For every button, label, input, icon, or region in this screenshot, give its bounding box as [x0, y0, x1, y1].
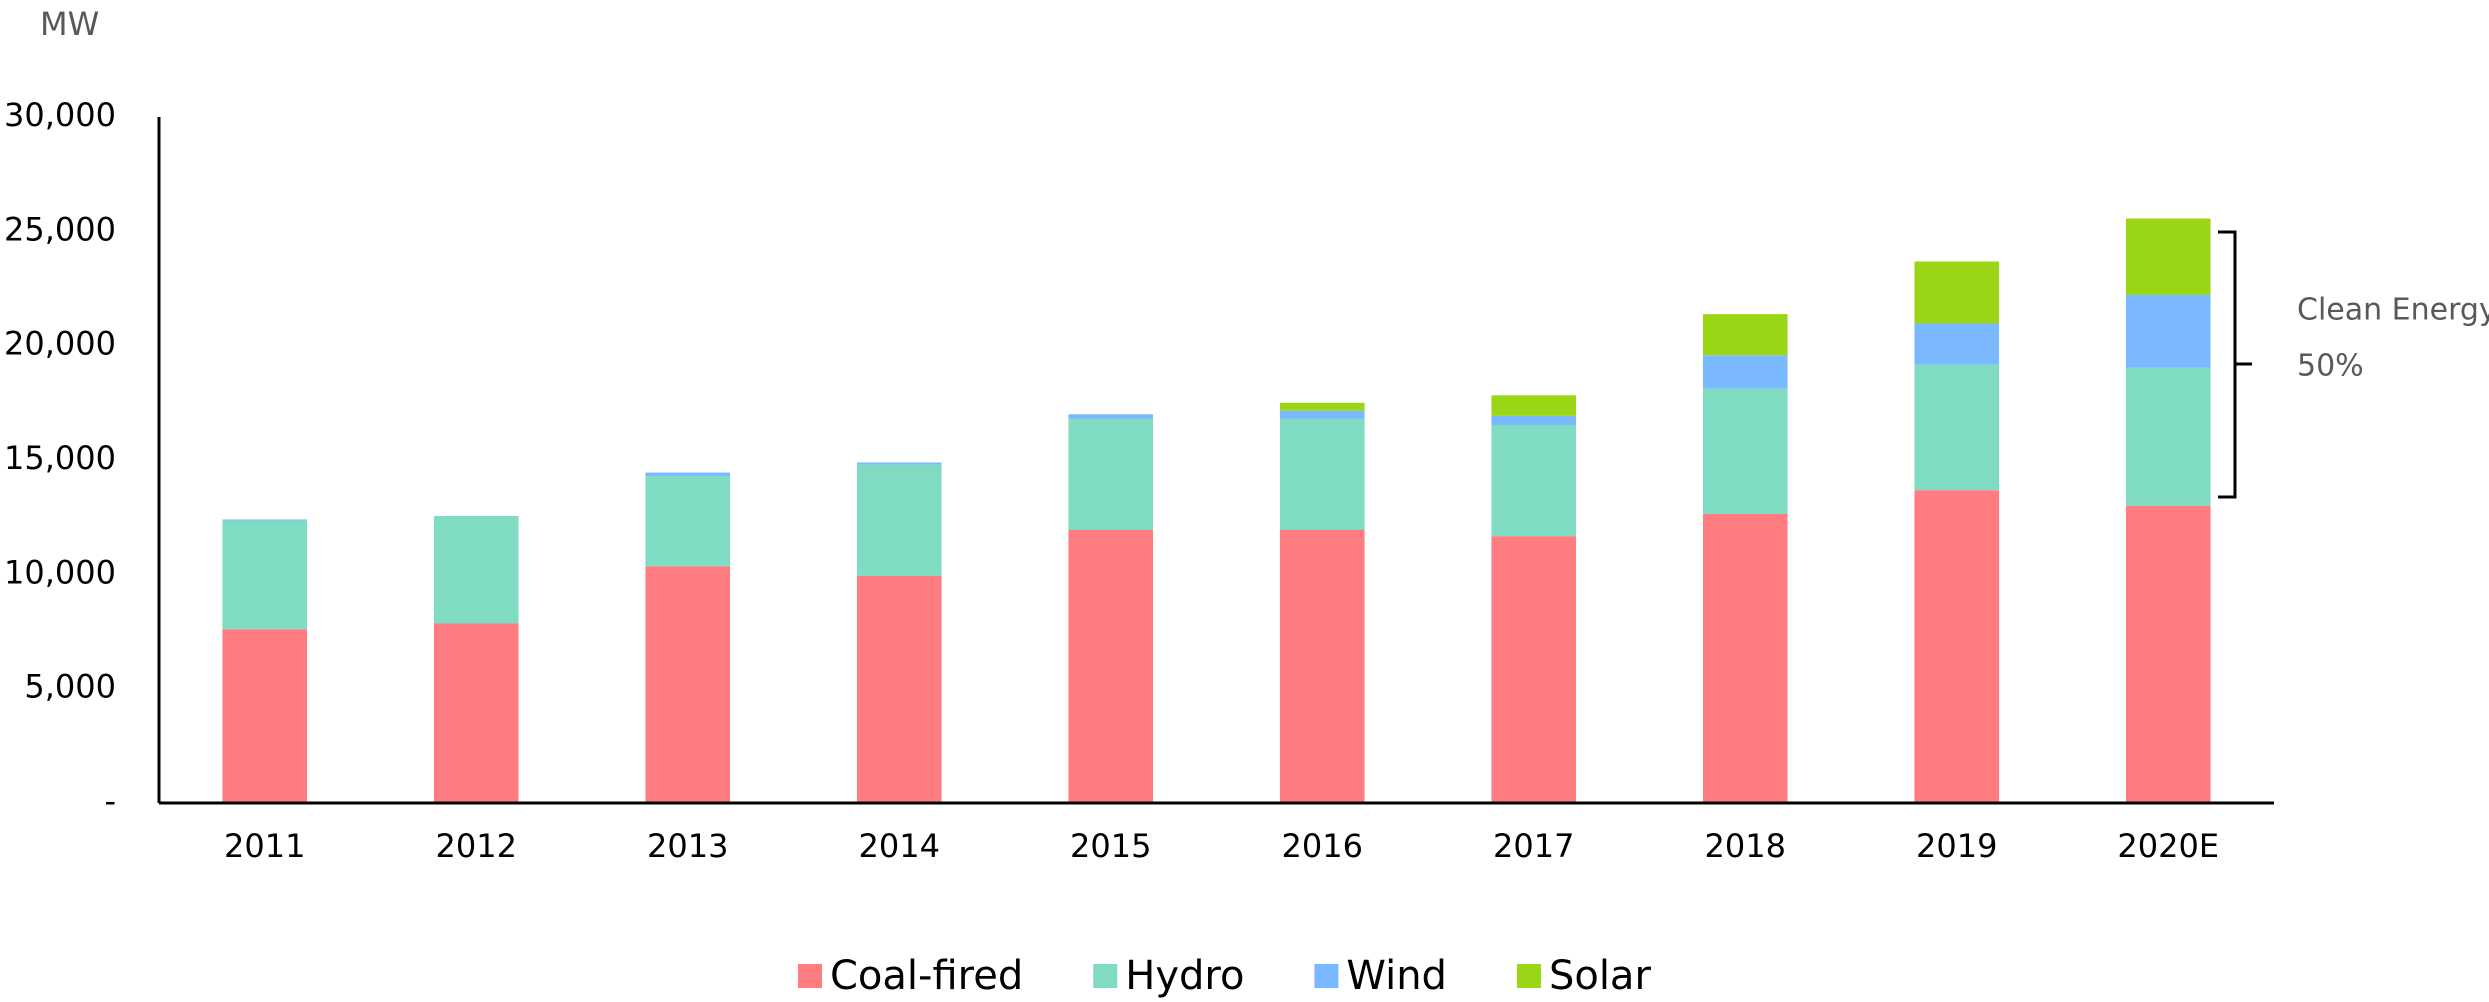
bar-segment: [2125, 294, 2211, 368]
bar-segment: [1702, 388, 1788, 514]
bar-segment: [1491, 425, 1577, 537]
x-tick-label: 2014: [859, 827, 940, 865]
x-tick-label: 2016: [1282, 827, 1363, 865]
legend-swatch: [1314, 964, 1339, 988]
x-tick-label: 2017: [1493, 827, 1574, 865]
bar-segment: [645, 472, 731, 477]
x-tick-label: 2018: [1705, 827, 1786, 865]
x-tick-label: 2015: [1070, 827, 1151, 865]
y-tick-label: 10,000: [4, 553, 116, 591]
y-tick-label: 25,000: [4, 210, 116, 248]
bar-segment: [1068, 529, 1154, 803]
bar-segment: [1702, 314, 1788, 356]
bar-segment: [222, 519, 308, 521]
bar-segment: [222, 520, 308, 630]
legend-label: Wind: [1346, 953, 1447, 999]
bar-segment: [856, 464, 942, 576]
y-axis-label: MW: [40, 5, 99, 43]
y-tick-label: -: [104, 782, 116, 820]
bar-segment: [856, 575, 942, 803]
bar-segment: [2125, 218, 2211, 295]
y-tick-label: 5,000: [24, 668, 116, 706]
y-tick-label: 20,000: [4, 325, 116, 363]
bar-segment: [1914, 490, 2000, 803]
bar-segment: [1068, 414, 1154, 419]
x-tick-label: 2013: [647, 827, 728, 865]
bar-segment: [1068, 418, 1154, 530]
bar-segment: [1702, 355, 1788, 389]
bar-segment: [1914, 323, 2000, 365]
bar-segment: [1279, 529, 1365, 803]
bar-segment: [645, 566, 731, 803]
legend-swatch: [1516, 964, 1541, 988]
bar-segment: [1279, 402, 1365, 411]
legend-label: Coal-fired: [830, 953, 1023, 999]
legend-label: Hydro: [1125, 953, 1244, 999]
y-tick-label: 15,000: [4, 439, 116, 477]
annotation-bracket: [2218, 230, 2252, 499]
bar-segment: [1279, 418, 1365, 530]
x-tick-label: 2019: [1916, 827, 1997, 865]
legend-swatch: [1093, 964, 1118, 988]
legend-swatch: [798, 964, 822, 988]
bar-segment: [2125, 505, 2211, 803]
x-tick-label: 2020E: [2117, 827, 2219, 865]
bar-segment: [433, 623, 519, 803]
bar-segment: [1702, 513, 1788, 803]
bar-segment: [2125, 367, 2211, 506]
bar-segment: [222, 629, 308, 803]
bar-segment: [1491, 415, 1577, 426]
x-tick-label: 2011: [224, 827, 305, 865]
bar-segment: [1491, 536, 1577, 803]
bar-segment: [1914, 261, 2000, 324]
y-tick-label: 30,000: [4, 96, 116, 134]
legend-label: Solar: [1549, 953, 1651, 999]
bar-segment: [645, 476, 731, 567]
bar-segment: [1279, 410, 1365, 419]
bar-segment: [1491, 395, 1577, 416]
bar-segment: [433, 516, 519, 624]
bar-segment: [1914, 364, 2000, 491]
bar-segment: [856, 462, 942, 465]
x-tick-label: 2012: [436, 827, 517, 865]
annotation-value: 50%: [2297, 349, 2364, 384]
annotation-text: Clean Energy: [2297, 293, 2489, 328]
